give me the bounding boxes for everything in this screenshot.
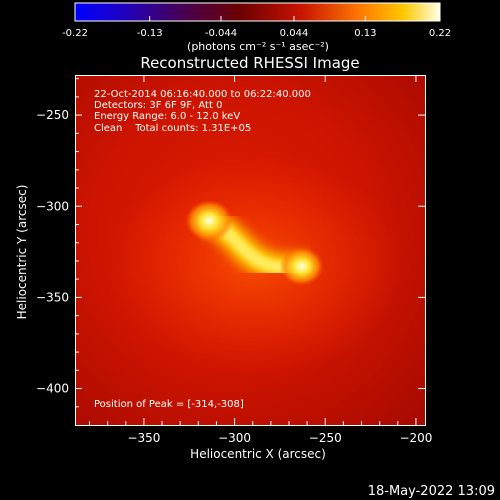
annotation-clean-counts: Clean Total counts: 1.31E+05 — [94, 123, 251, 134]
colorbar-tick-label: -0.044 — [205, 28, 237, 39]
timestamp: 18-May-2022 13:09 — [368, 484, 495, 499]
peak-position-label: Position of Peak = [-314,-308] — [94, 399, 244, 410]
y-tick-label: −250 — [36, 108, 69, 122]
x-tick-label: −250 — [309, 431, 342, 445]
plot-frame — [75, 75, 426, 426]
annotation-time-range: 22-Oct-2014 06:16:40.000 to 06:22:40.000 — [94, 89, 311, 100]
x-axis: −350 −300 −250 −200 — [89, 75, 432, 445]
x-tick-label: −350 — [127, 431, 160, 445]
colorbar-tick-label: 0.22 — [429, 28, 451, 39]
x-tick-label: −200 — [399, 431, 432, 445]
y-tick-label: −400 — [36, 382, 69, 396]
colorbar-tick-label: -0.13 — [137, 28, 163, 39]
plot-area — [75, 75, 426, 426]
y-tick-label: −350 — [36, 290, 69, 304]
annotation-energy-range: Energy Range: 6.0 - 12.0 keV — [94, 111, 240, 122]
emission-source — [185, 199, 234, 242]
chart-title: Reconstructed RHESSI Image — [140, 54, 359, 72]
annotation-block: 22-Oct-2014 06:16:40.000 to 06:22:40.000… — [94, 89, 311, 134]
colorbar — [74, 2, 441, 22]
emission-source — [279, 247, 324, 286]
x-tick-label: −300 — [218, 431, 251, 445]
y-axis-label: Heliocentric Y (arcsec) — [15, 185, 29, 320]
colorbar-tick-label: 0.044 — [280, 28, 309, 39]
colorbar-ticks: -0.22 -0.13 -0.044 0.044 0.13 0.22 — [62, 16, 451, 39]
x-axis-label: Heliocentric X (arcsec) — [190, 447, 326, 461]
y-axis: −250 −300 −350 −400 — [36, 78, 425, 408]
colorbar-tick-label: -0.22 — [62, 28, 88, 39]
colorbar-unit-label: (photons cm⁻² s⁻¹ asec⁻²) — [187, 40, 329, 53]
sources — [185, 199, 324, 286]
colorbar-tick-label: 0.13 — [354, 28, 376, 39]
annotation-detectors: Detectors: 3F 6F 9F, Att 0 — [94, 100, 222, 111]
y-tick-label: −300 — [36, 199, 69, 213]
